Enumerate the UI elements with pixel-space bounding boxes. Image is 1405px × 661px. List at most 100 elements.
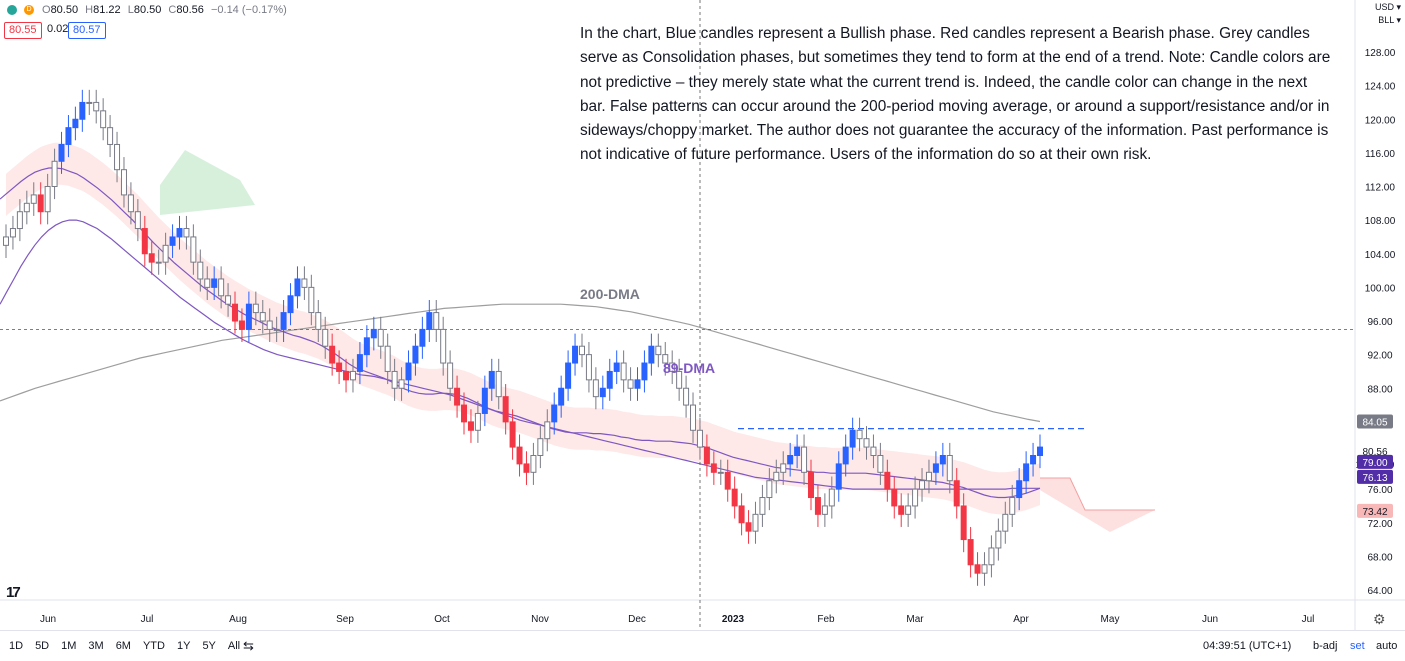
timeframe-1y[interactable]: 1Y — [176, 640, 191, 652]
option-set[interactable]: set — [1350, 640, 1365, 652]
price-chart[interactable]: 128.00 124.00 120.00 116.00 112.00 108.00 104.… — [0, 0, 1405, 630]
market-status-icon — [7, 5, 17, 15]
y-tick-label: 128.00 — [1365, 48, 1396, 59]
ma-89-line — [0, 219, 1040, 490]
candle-body — [849, 429, 856, 448]
timeframe-3m[interactable]: 3M — [88, 640, 104, 652]
tradingview-logo[interactable]: 17 — [6, 584, 21, 601]
candle-body — [780, 463, 787, 473]
cloud-edge-future — [1040, 477, 1155, 511]
timeframe-all[interactable]: All — [227, 640, 241, 652]
candle-body — [502, 396, 509, 423]
candle-body — [488, 370, 495, 389]
candle-body — [169, 236, 176, 246]
timeframe-1d[interactable]: 1D — [9, 640, 24, 652]
gear-icon[interactable]: ⚙ — [1373, 611, 1386, 627]
candle-body — [953, 480, 960, 507]
candle-body — [447, 362, 454, 389]
candle-body — [738, 505, 745, 524]
ask-button[interactable]: 80.57 — [68, 22, 106, 39]
candle-body — [114, 143, 121, 171]
x-tick-label: Aug — [229, 614, 247, 625]
candle-body — [211, 278, 218, 288]
candle-body — [329, 345, 336, 364]
y-tick-label: 68.00 — [1367, 552, 1392, 563]
x-tick-label: Mar — [906, 614, 924, 625]
clock-time[interactable]: 04:39:51 (UTC+1) — [1203, 640, 1292, 652]
candle-body — [93, 101, 100, 112]
candle-body — [919, 480, 926, 490]
candle-body — [898, 505, 905, 515]
timeframe-1m[interactable]: 1M — [61, 640, 77, 652]
candle-body — [641, 362, 648, 381]
candle-body — [627, 379, 634, 389]
candle-body — [266, 320, 273, 330]
candle-body — [370, 328, 377, 339]
currency-menu[interactable]: USD ▾ — [1374, 2, 1401, 12]
x-tick-label: Jun — [1202, 614, 1218, 625]
x-tick-label: Jun — [40, 614, 56, 625]
candle-body — [1016, 480, 1023, 499]
candle-body — [232, 303, 239, 322]
candle-body — [773, 471, 780, 482]
x-tick-label: Jul — [141, 614, 154, 625]
candle-body — [717, 471, 724, 474]
candle-body — [72, 118, 79, 129]
candle-body — [37, 194, 44, 213]
y-tick-label: 124.00 — [1365, 82, 1396, 93]
candle-body — [551, 404, 558, 423]
candle-body — [683, 387, 690, 406]
option-auto[interactable]: auto — [1376, 640, 1398, 652]
date-range-icon[interactable]: ⇆ — [243, 638, 254, 653]
y-tick-label: 64.00 — [1367, 586, 1392, 597]
candle-body — [245, 303, 252, 330]
price-tag — [1357, 469, 1393, 484]
candle-body — [814, 497, 821, 515]
candle-body — [523, 463, 530, 473]
timeframe-6m[interactable]: 6M — [115, 640, 131, 652]
candle-body — [863, 438, 870, 448]
candle-body — [190, 236, 197, 263]
candle-body — [405, 362, 412, 381]
price-tag-label: 73.42 — [1362, 507, 1387, 518]
x-tick-label: 2023 — [722, 614, 745, 625]
price-tag — [1357, 414, 1393, 429]
x-tick-label: Apr — [1013, 614, 1029, 625]
candle-body — [1009, 497, 1016, 515]
unit-menu[interactable]: BLL ▾ — [1378, 15, 1401, 25]
candle-body — [1023, 463, 1030, 482]
ichimoku-cloud-future — [1040, 478, 1155, 532]
candle-body — [662, 354, 669, 364]
candle-body — [148, 253, 155, 263]
y-tick-label: 108.00 — [1365, 216, 1396, 227]
candle-body — [474, 412, 481, 431]
option-b-adj[interactable]: b-adj — [1313, 640, 1338, 652]
candle-body — [578, 345, 585, 356]
candle-body — [495, 370, 502, 398]
candle-body — [939, 455, 946, 465]
bid-button[interactable]: 80.55 — [4, 22, 42, 39]
candle-body — [572, 345, 579, 364]
candle-body — [807, 471, 814, 499]
candle-body — [412, 345, 419, 364]
candle-body — [759, 497, 766, 515]
candle-body — [343, 370, 350, 381]
candle-body — [835, 463, 842, 490]
candle-body — [537, 438, 544, 456]
candle-body — [58, 143, 65, 162]
candle-body — [127, 194, 134, 213]
interval-icon[interactable]: D — [24, 5, 34, 15]
candle-body — [120, 169, 127, 196]
candle-body — [218, 278, 225, 297]
candle-body — [197, 261, 204, 280]
timeframe-5y[interactable]: 5Y — [202, 640, 216, 652]
y-tick-label: 76.00 — [1367, 485, 1392, 496]
annotation-label: 200-DMA — [580, 286, 640, 302]
candle-body — [731, 488, 738, 507]
timeframe-ytd[interactable]: YTD — [142, 640, 165, 652]
candle-body — [794, 446, 801, 456]
candle-body — [801, 446, 808, 473]
y-tick-label: 92.00 — [1367, 351, 1392, 362]
timeframe-5d[interactable]: 5D — [35, 640, 50, 652]
candle-body — [134, 211, 141, 230]
